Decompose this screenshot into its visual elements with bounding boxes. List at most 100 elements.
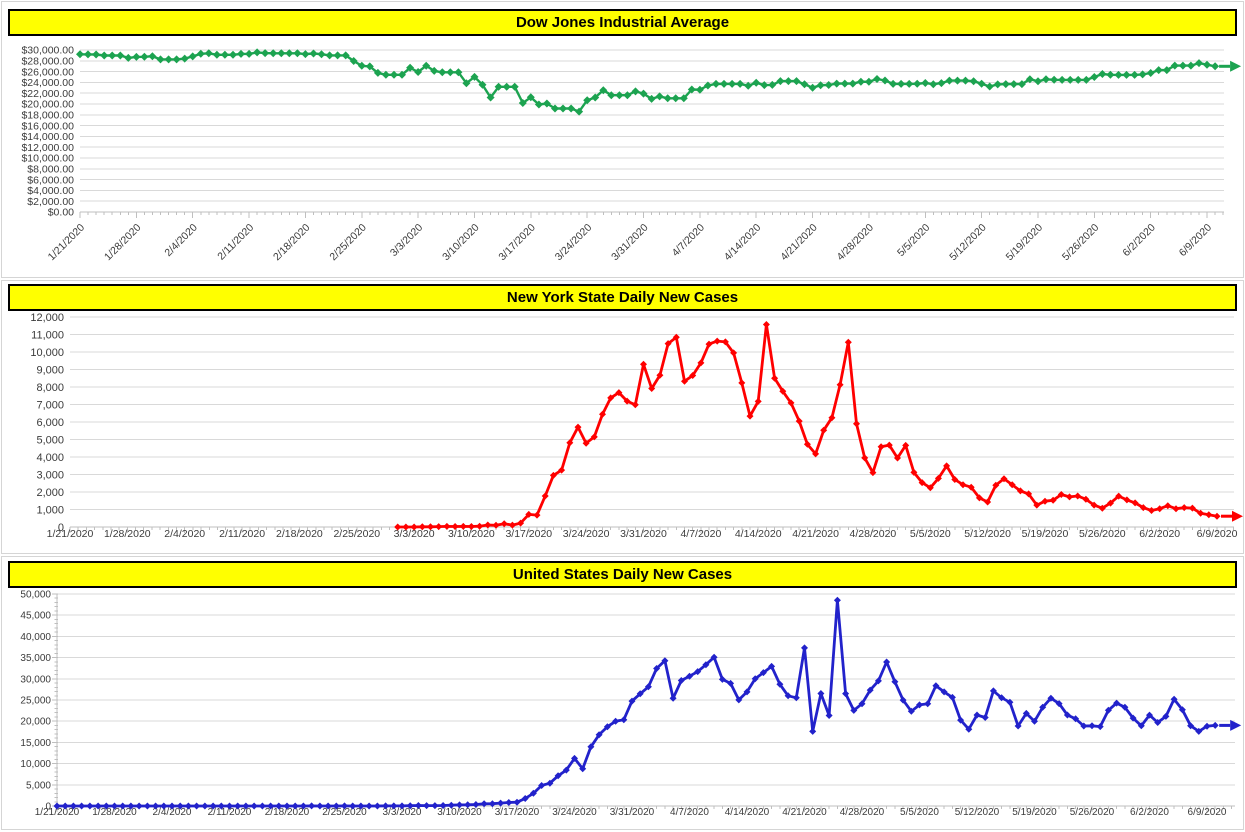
- x-axis-labels: 1/21/2020 1/28/2020 2/4/2020 2/11/2020 2/18/…: [47, 528, 1238, 540]
- svg-text:$18,000.00: $18,000.00: [21, 110, 74, 122]
- svg-text:1/28/2020: 1/28/2020: [92, 807, 137, 818]
- y-axis-labels: $30,000.00$28,000.00$26,000.00$24,000.00…: [21, 45, 74, 219]
- y-gridlines: [57, 593, 1235, 807]
- us-chart: 50,000 45,000 40,000 35,000 30,000 25,000 20,0…: [20, 590, 1242, 818]
- svg-text:2/4/2020: 2/4/2020: [164, 528, 205, 540]
- end-arrow: [1221, 510, 1243, 522]
- svg-text:1/21/2020: 1/21/2020: [46, 222, 88, 264]
- svg-text:4/7/2020: 4/7/2020: [670, 807, 709, 818]
- svg-text:45,000: 45,000: [20, 611, 51, 622]
- y-axis-labels: 50,000 45,000 40,000 35,000 30,000 25,000 20,0…: [20, 590, 51, 813]
- svg-text:3/10/2020: 3/10/2020: [437, 807, 482, 818]
- svg-text:3/31/2020: 3/31/2020: [620, 528, 667, 540]
- svg-text:4/7/2020: 4/7/2020: [680, 528, 721, 540]
- x-axis-labels: 1/21/2020 1/28/2020 2/4/2020 2/11/2020 2/18/…: [35, 807, 1227, 818]
- dow-chart-block: Dow Jones Industrial Average $30,000.00 $…: [1, 1, 1244, 278]
- svg-text:$16,000.00: $16,000.00: [21, 120, 74, 132]
- svg-text:6,000: 6,000: [36, 417, 64, 429]
- svg-text:$20,000.00: $20,000.00: [21, 99, 74, 111]
- svg-text:7,000: 7,000: [36, 399, 64, 411]
- x-axis-labels: 1/21/2020 1/28/2020 2/4/2020 2/11/2020 2/18/…: [46, 222, 1215, 264]
- svg-text:35,000: 35,000: [20, 653, 51, 664]
- svg-text:4/28/2020: 4/28/2020: [850, 528, 897, 540]
- svg-text:6/2/2020: 6/2/2020: [1139, 528, 1180, 540]
- series-markers: [76, 48, 1220, 116]
- ny-chart-block: New York State Daily New Cases 12,000 11,…: [1, 280, 1244, 554]
- svg-text:4/28/2020: 4/28/2020: [835, 222, 877, 264]
- svg-text:9,000: 9,000: [36, 364, 64, 376]
- svg-text:30,000: 30,000: [20, 674, 51, 685]
- svg-text:$4,000.00: $4,000.00: [27, 185, 74, 197]
- svg-text:50,000: 50,000: [20, 590, 51, 601]
- svg-text:$28,000.00: $28,000.00: [21, 56, 74, 68]
- svg-text:3/17/2020: 3/17/2020: [505, 528, 552, 540]
- svg-text:5/19/2020: 5/19/2020: [1004, 222, 1046, 264]
- svg-text:5,000: 5,000: [36, 434, 64, 446]
- svg-text:2/18/2020: 2/18/2020: [265, 807, 310, 818]
- svg-text:5/26/2020: 5/26/2020: [1060, 222, 1102, 264]
- svg-text:$26,000.00: $26,000.00: [21, 66, 74, 78]
- svg-text:5/5/2020: 5/5/2020: [910, 528, 951, 540]
- svg-text:4/21/2020: 4/21/2020: [778, 222, 820, 264]
- svg-text:8,000: 8,000: [36, 382, 64, 394]
- svg-text:2/25/2020: 2/25/2020: [333, 528, 380, 540]
- svg-text:12,000: 12,000: [30, 312, 64, 324]
- svg-text:3/17/2020: 3/17/2020: [495, 807, 540, 818]
- svg-text:$14,000.00: $14,000.00: [21, 131, 74, 143]
- svg-text:5/26/2020: 5/26/2020: [1079, 528, 1126, 540]
- svg-text:5/12/2020: 5/12/2020: [964, 528, 1011, 540]
- svg-text:2,000: 2,000: [36, 487, 64, 499]
- svg-text:5/5/2020: 5/5/2020: [900, 807, 939, 818]
- svg-text:4/7/2020: 4/7/2020: [670, 222, 707, 259]
- svg-text:1/21/2020: 1/21/2020: [47, 528, 94, 540]
- x-axis-ticks: [79, 211, 1224, 218]
- svg-text:6/2/2020: 6/2/2020: [1130, 807, 1169, 818]
- svg-text:5/12/2020: 5/12/2020: [947, 222, 989, 264]
- svg-text:$10,000.00: $10,000.00: [21, 153, 74, 165]
- svg-text:2/18/2020: 2/18/2020: [271, 222, 313, 264]
- svg-text:4/14/2020: 4/14/2020: [722, 222, 764, 264]
- svg-text:2/11/2020: 2/11/2020: [208, 807, 252, 818]
- svg-text:3/3/2020: 3/3/2020: [383, 807, 422, 818]
- svg-text:5/19/2020: 5/19/2020: [1012, 807, 1057, 818]
- svg-text:5/26/2020: 5/26/2020: [1070, 807, 1115, 818]
- svg-text:6/9/2020: 6/9/2020: [1188, 807, 1227, 818]
- svg-text:5/19/2020: 5/19/2020: [1022, 528, 1069, 540]
- svg-text:3/24/2020: 3/24/2020: [563, 528, 610, 540]
- svg-text:3/17/2020: 3/17/2020: [496, 222, 538, 264]
- svg-text:$12,000.00: $12,000.00: [21, 142, 74, 154]
- series-line: [57, 598, 1216, 808]
- svg-text:3/10/2020: 3/10/2020: [448, 528, 495, 540]
- svg-text:4/14/2020: 4/14/2020: [735, 528, 782, 540]
- dow-chart-title: Dow Jones Industrial Average: [8, 9, 1237, 36]
- svg-text:2/11/2020: 2/11/2020: [219, 528, 265, 540]
- dow-chart: $30,000.00$28,000.00$26,000.00$24,000.00…: [21, 45, 1242, 264]
- svg-text:3/3/2020: 3/3/2020: [388, 222, 425, 259]
- svg-text:25,000: 25,000: [20, 696, 51, 707]
- svg-text:1/21/2020: 1/21/2020: [35, 807, 80, 818]
- svg-text:2/4/2020: 2/4/2020: [153, 807, 192, 818]
- svg-text:4/14/2020: 4/14/2020: [725, 807, 770, 818]
- x-axis-ticks: [52, 593, 1235, 812]
- svg-text:1,000: 1,000: [36, 504, 64, 516]
- ny-chart: 12,000 11,000 10,000 9,000 8,000 7,000 6,000 5,…: [30, 312, 1243, 540]
- svg-text:40,000: 40,000: [20, 632, 51, 643]
- svg-text:3,000: 3,000: [36, 469, 64, 481]
- svg-text:1/28/2020: 1/28/2020: [102, 222, 144, 264]
- us-chart-title: United States Daily New Cases: [8, 561, 1237, 588]
- svg-text:3/3/2020: 3/3/2020: [394, 528, 435, 540]
- svg-text:$30,000.00: $30,000.00: [21, 45, 74, 57]
- svg-text:$24,000.00: $24,000.00: [21, 77, 74, 89]
- svg-text:$6,000.00: $6,000.00: [27, 174, 74, 186]
- svg-text:2/25/2020: 2/25/2020: [327, 222, 369, 264]
- svg-text:10,000: 10,000: [30, 347, 64, 359]
- svg-text:2/4/2020: 2/4/2020: [162, 222, 199, 259]
- svg-text:20,000: 20,000: [20, 717, 51, 728]
- y-gridlines: [80, 49, 1224, 213]
- svg-text:3/31/2020: 3/31/2020: [609, 222, 651, 264]
- us-chart-block: United States Daily New Cases 50,000 45,0…: [1, 556, 1244, 830]
- svg-text:2/18/2020: 2/18/2020: [276, 528, 323, 540]
- svg-text:4/21/2020: 4/21/2020: [782, 807, 827, 818]
- end-arrow: [1219, 719, 1242, 731]
